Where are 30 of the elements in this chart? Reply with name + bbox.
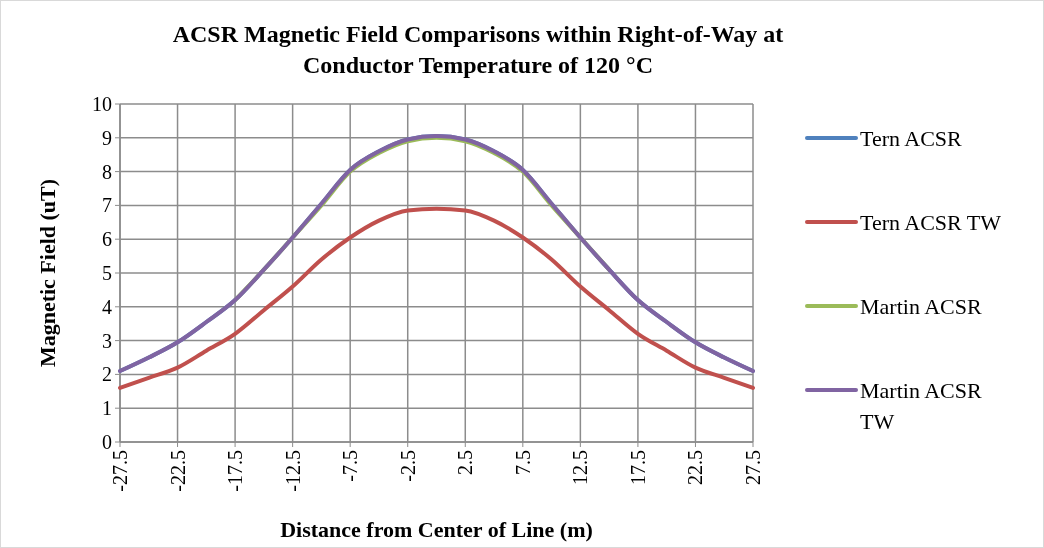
legend-label: Martin ACSR xyxy=(860,293,982,319)
x-tick-label: -17.5 xyxy=(224,450,247,492)
x-tick-label: 22.5 xyxy=(684,450,707,485)
x-tick-label: -2.5 xyxy=(396,450,419,482)
chart-title: ACSR Magnetic Field Comparisons within Right-of-Way at Conductor Temperature of 120 °C xyxy=(172,21,784,78)
y-tick-label: 4 xyxy=(102,295,112,318)
y-tick-label: 2 xyxy=(102,363,112,386)
x-tick-label: 2.5 xyxy=(454,450,477,475)
y-tick-label: 1 xyxy=(102,397,112,420)
x-tick-label: 27.5 xyxy=(742,450,764,485)
x-axis-title: Distance from Center of Line (m) xyxy=(280,517,593,542)
x-tick-label: -7.5 xyxy=(339,450,362,482)
y-tick-label: 7 xyxy=(102,194,112,217)
y-tick-label: 8 xyxy=(102,160,112,183)
y-tick-label: 0 xyxy=(102,431,112,453)
legend-label: Tern ACSR TW xyxy=(860,209,1002,235)
y-tick-label: 10 xyxy=(92,93,112,115)
y-tick-label: 6 xyxy=(102,228,112,251)
x-tick-label: -27.5 xyxy=(109,450,131,492)
y-tick-label: 5 xyxy=(102,262,112,284)
legend-label: Martin ACSR TW xyxy=(860,377,982,434)
y-tick-label: 9 xyxy=(102,126,112,149)
legend-label: Tern ACSR xyxy=(860,125,963,151)
y-tick-label: 3 xyxy=(102,329,112,352)
x-tick-label: 12.5 xyxy=(569,450,592,485)
x-tick-label: -12.5 xyxy=(281,450,304,492)
x-tick-label: -22.5 xyxy=(166,450,189,492)
y-axis-title: Magnetic Field (uT) xyxy=(35,178,60,368)
x-tick-label: 17.5 xyxy=(626,450,649,485)
x-tick-label: 7.5 xyxy=(511,450,534,475)
